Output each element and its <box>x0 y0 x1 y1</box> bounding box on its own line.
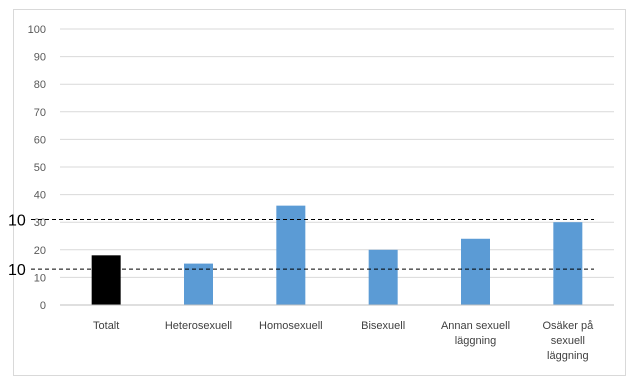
y-tick-label: 50 <box>34 162 46 174</box>
bars <box>91 205 583 305</box>
x-category-label: Annan sexuell läggning <box>441 320 510 347</box>
y-tick-label: 10 <box>34 272 46 284</box>
bar <box>368 249 398 305</box>
x-category-label: Totalt <box>93 320 119 332</box>
x-category-label: Bisexuell <box>361 320 405 332</box>
y-tick-label: 80 <box>34 79 46 91</box>
chart-frame <box>13 9 626 376</box>
y-tick-label: 0 <box>40 300 46 312</box>
y-tick-label: 70 <box>34 107 46 119</box>
bar <box>91 255 121 305</box>
x-category-label: Homosexuell <box>259 320 323 332</box>
y-tick-label: 60 <box>34 134 46 146</box>
y-tick-label: 40 <box>34 190 46 202</box>
x-axis-labels: Totalt Heterosexuell Homosexuell Bisexuell A… <box>93 320 594 362</box>
y-tick-label: 90 <box>34 52 46 64</box>
y-tick-label: 100 <box>28 24 46 36</box>
y-tick-label: 30 <box>34 217 46 229</box>
y-axis-ticks: 0 10 20 30 40 50 60 70 80 90 100 <box>28 24 46 312</box>
gridlines <box>60 28 614 278</box>
y-tick-label: 20 <box>34 245 46 257</box>
reference-lines: 10 10 <box>8 212 594 279</box>
bar <box>184 263 213 305</box>
x-category-label: Osäker på sexuell läggning <box>542 320 594 362</box>
bar <box>276 205 306 305</box>
reference-line-label: 10 <box>8 262 26 279</box>
bar <box>553 222 583 305</box>
x-category-label: Heterosexuell <box>165 320 232 332</box>
reference-line-label: 10 <box>8 212 26 229</box>
bar <box>461 238 490 305</box>
